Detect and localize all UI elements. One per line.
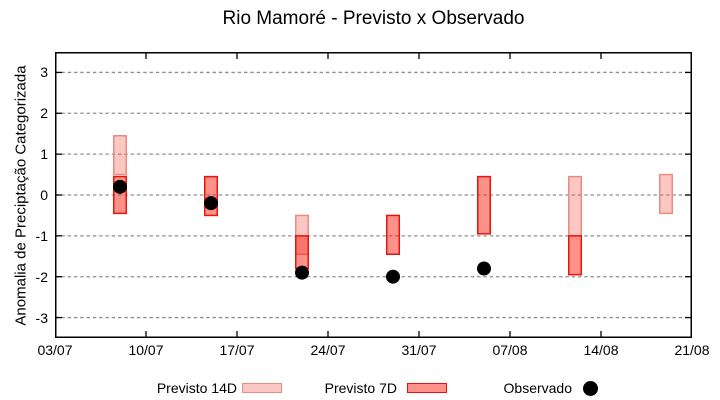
y-tick-label: -1 <box>35 227 48 244</box>
y-tick-label: 3 <box>40 64 48 81</box>
y-tick-label: 2 <box>40 105 48 122</box>
x-tick-label: 07/08 <box>492 342 528 358</box>
x-tick-label: 17/07 <box>219 342 255 358</box>
x-tick-label: 24/07 <box>310 342 346 358</box>
previsto-7d-bar <box>568 235 582 276</box>
legend-swatch-previsto-14d <box>242 383 282 393</box>
legend-label-observado: Observado <box>503 380 572 396</box>
y-tick-label: 0 <box>40 187 48 203</box>
x-tick-label: 21/08 <box>674 342 710 358</box>
y-tick-label: -2 <box>35 268 48 285</box>
x-tick-label: 14/08 <box>583 342 619 358</box>
observado-point <box>477 261 491 276</box>
plot-area <box>55 52 692 338</box>
previsto-7d-bar <box>477 175 491 235</box>
x-tick-label: 10/07 <box>128 342 164 358</box>
y-tick-label: 1 <box>40 146 48 163</box>
previsto-14d-bar <box>659 173 673 215</box>
chart-title: Rio Mamoré - Previsto x Observado <box>222 8 525 29</box>
y-tick-label: -3 <box>35 309 48 326</box>
legend-label-previsto-14d: Previsto 14D <box>156 380 237 396</box>
previsto-14d-bar <box>568 175 582 237</box>
previsto-7d-bar <box>295 235 309 270</box>
legend-observado-dot-icon <box>583 381 598 396</box>
observado-point <box>113 179 127 194</box>
observado-point <box>386 269 400 284</box>
x-tick-label: 31/07 <box>401 342 437 358</box>
observado-point <box>204 196 218 211</box>
previsto-7d-bar <box>386 214 400 255</box>
previsto-14d-bar <box>113 135 127 176</box>
x-tick-label: 03/07 <box>37 342 73 358</box>
legend-label-previsto-7d: Previsto 7D <box>324 380 397 396</box>
legend-swatch-previsto-7d <box>407 383 447 393</box>
plot-border <box>55 52 692 338</box>
observado-point <box>295 265 309 280</box>
